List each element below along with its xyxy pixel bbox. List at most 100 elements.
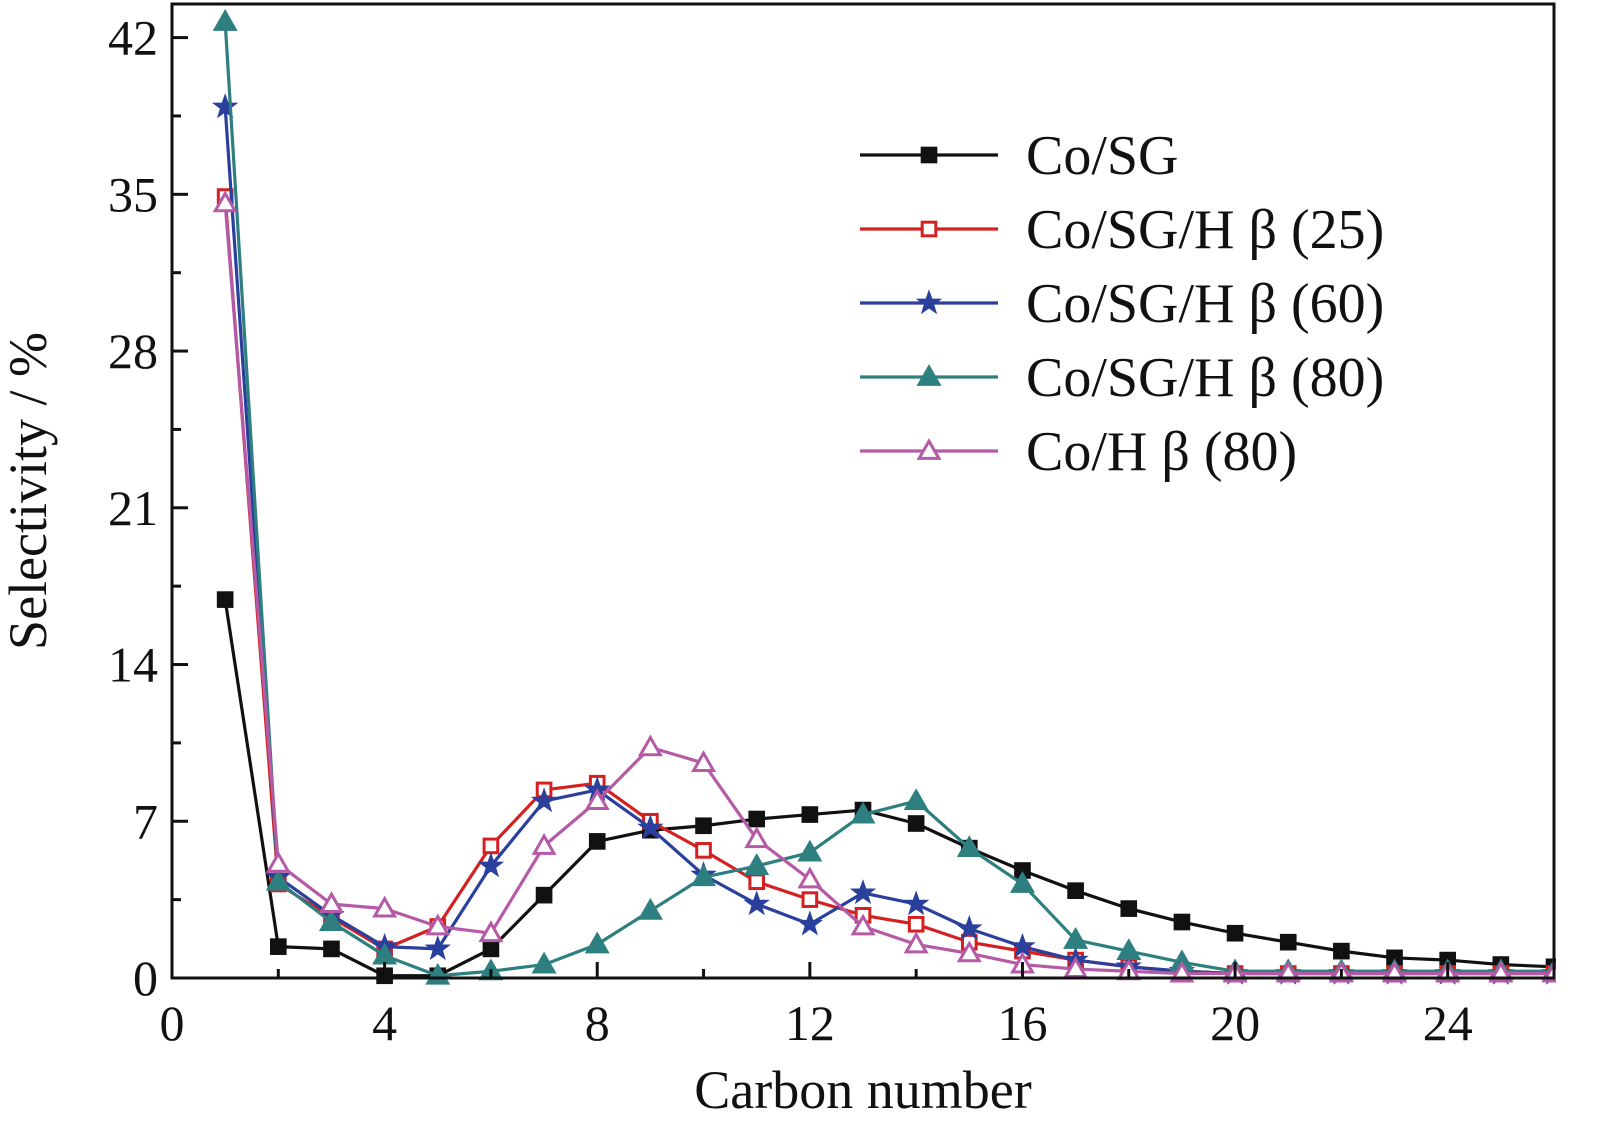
series-1-point [695,817,712,835]
series-2-point [695,842,712,859]
series-3-point [424,935,451,961]
y-tick-label: 28 [108,323,158,379]
plot-frame [170,2,1556,980]
series-5-point [425,913,451,936]
legend-marker [920,146,938,164]
legend-item-4: Co/SG/H β (80) [860,347,1384,409]
y-axis-title: Selectivity / % [0,332,58,650]
series-5-line [223,203,1554,976]
series-5-point [637,734,663,757]
series-4 [212,8,1556,985]
series-1-point [535,886,553,904]
series-4-point [584,931,610,954]
series-1-point [482,940,500,958]
series-4-point [691,864,717,887]
series-3-point [211,93,239,119]
series-5-point [797,866,823,889]
series-1 [216,591,1556,985]
series-1-point [907,815,925,832]
series-5-point [956,940,982,963]
x-tick-label: 4 [372,995,397,1051]
legend-label: Co/SG [1026,125,1179,187]
legend-marker [916,364,942,386]
series-1-point [588,833,606,850]
legend-label: Co/SG/H β (60) [1026,273,1384,335]
x-tick-label: 16 [997,995,1047,1051]
series-5-point [1063,956,1089,978]
series-5-point [584,788,610,811]
series-3-point [637,814,664,840]
series-1-point [323,940,340,958]
series-1-point [1067,882,1084,899]
series-1-point [1226,924,1244,942]
series-5-point [478,920,504,943]
legend-marker [920,220,938,238]
series-4-point [265,868,291,891]
x-tick-label: 12 [785,995,835,1051]
series-1-point [1279,933,1297,951]
series-5-point [903,931,929,954]
x-tick-label: 8 [585,995,610,1051]
series-4-point [956,835,982,858]
series-1-point [269,938,287,955]
x-tick-label: 20 [1210,995,1260,1051]
y-tick-label: 21 [108,480,158,536]
series-4-point [212,8,238,31]
legend: Co/SG Co/SG/H β (25) Co/SG/H β (60) Co/SG/H… [860,125,1384,483]
series-4-point [531,951,557,974]
legend-marker [915,289,943,315]
legend-label: Co/H β (80) [1026,421,1297,483]
x-tick-label: 0 [160,995,185,1051]
series-2-point [907,915,925,933]
y-tick-label: 7 [133,793,158,849]
y-tick-label: 14 [108,637,158,693]
series-1-point [801,806,819,823]
plot-area [211,8,1556,985]
series-4-point [1063,927,1089,949]
legend-item-2: Co/SG/H β (25) [860,199,1384,261]
series-1-point [1333,942,1350,960]
series-4-point [744,853,770,875]
series-4-point [1009,871,1035,893]
series-4-point [637,897,663,920]
legend-item-1: Co/SG [860,125,1179,187]
legend-marker [916,438,942,460]
axes: 0 4 8 12 16 20 24 0 7 14 21 28 35 42 [108,2,1556,1051]
series-5-point [265,850,291,873]
series-3-point [796,910,824,936]
series-3-point [849,879,877,905]
series-5-point [850,913,876,936]
series-1-line [223,599,1555,978]
y-tick-label: 42 [108,10,158,66]
series-5-point [318,891,344,914]
y-tick-label: 35 [108,166,158,222]
series-3-point [743,890,770,916]
series-5-point [744,826,770,849]
series-3-point [1009,932,1036,958]
series-4-point [797,839,823,862]
series-1-point [748,810,766,828]
series-2-point [801,891,819,908]
series-1-point [1173,913,1191,931]
series-3-point [956,914,983,940]
y-tick-label: 0 [133,950,158,1006]
series-5-point [531,832,557,855]
series-3-point [530,787,558,813]
x-axis-title: Carbon number [694,1060,1031,1120]
x-tick-label: 24 [1423,995,1473,1051]
series-4-line [223,21,1554,978]
series-3-point [902,890,930,916]
legend-item-5: Co/H β (80) [860,421,1297,483]
series-2-point [748,873,766,891]
series-1-point [216,591,234,608]
series-4-point [850,801,876,824]
series-5-point [691,750,717,772]
series-5-point [212,190,238,213]
legend-item-3: Co/SG/H β (60) [860,273,1384,335]
legend-label: Co/SG/H β (80) [1026,347,1384,409]
series-4-point [318,909,344,931]
series-5-point [372,895,398,918]
legend-label: Co/SG/H β (25) [1026,199,1384,261]
series-3-point [477,852,505,878]
